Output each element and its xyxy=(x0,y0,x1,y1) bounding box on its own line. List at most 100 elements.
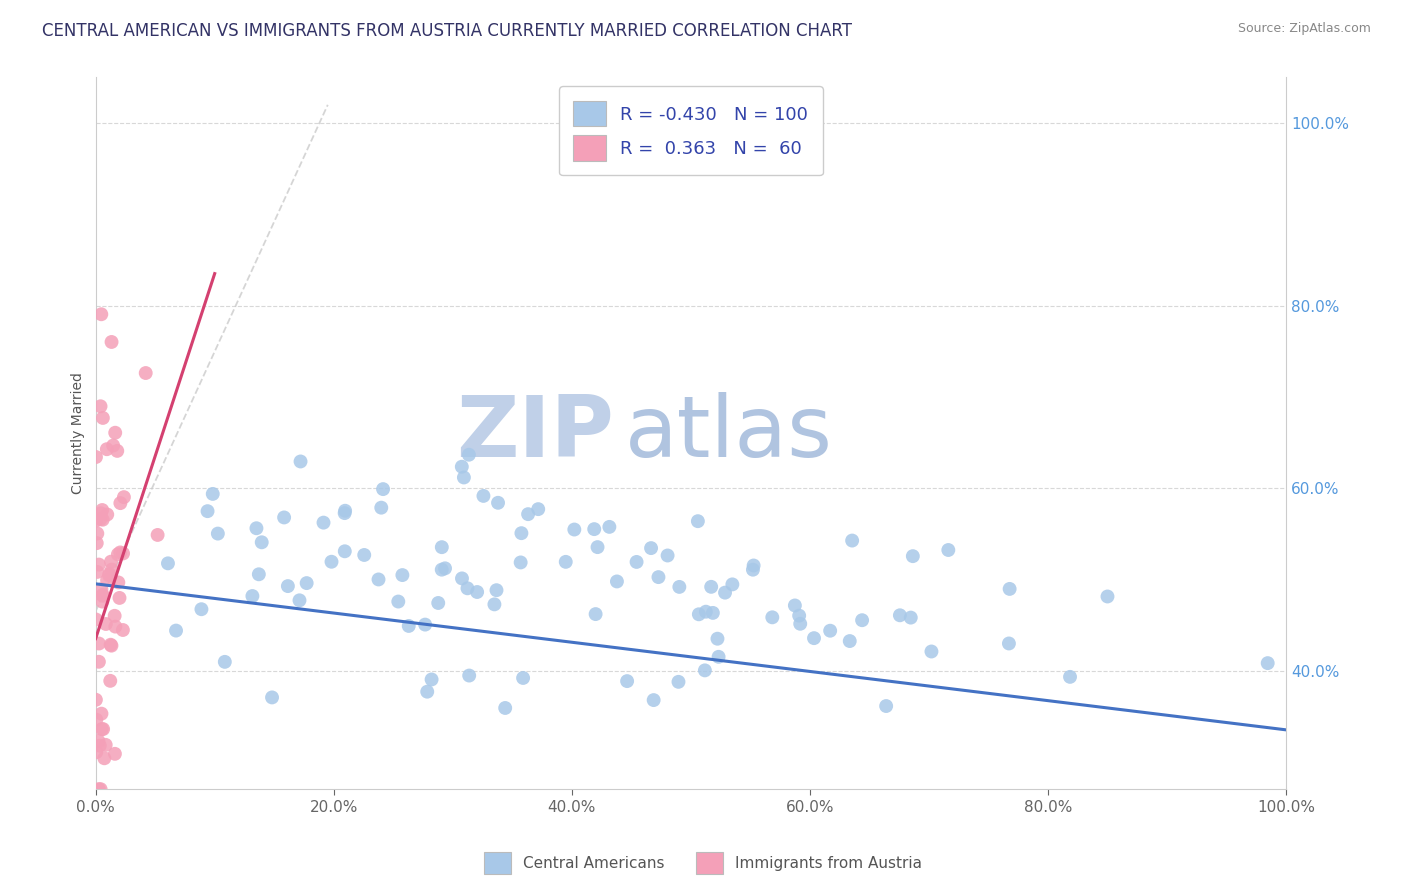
Point xyxy=(110,545,132,559)
Point xyxy=(626,555,648,569)
Text: CENTRAL AMERICAN VS IMMIGRANTS FROM AUSTRIA CURRENTLY MARRIED CORRELATION CHART: CENTRAL AMERICAN VS IMMIGRANTS FROM AUST… xyxy=(42,22,852,40)
Point xyxy=(485,583,508,598)
Point xyxy=(818,624,841,638)
Point xyxy=(700,580,723,594)
Point xyxy=(201,487,224,501)
Point xyxy=(434,561,457,575)
Point xyxy=(1097,590,1119,604)
Point xyxy=(93,751,115,765)
Point xyxy=(86,536,108,550)
Point xyxy=(413,617,436,632)
Point xyxy=(453,470,475,484)
Point xyxy=(789,616,811,631)
Point xyxy=(91,589,114,603)
Point xyxy=(84,612,107,626)
Text: atlas: atlas xyxy=(626,392,834,475)
Point xyxy=(112,490,135,504)
Point xyxy=(90,307,112,321)
Point xyxy=(333,504,356,518)
Point xyxy=(104,747,127,761)
Point xyxy=(165,624,187,638)
Point xyxy=(91,594,114,608)
Point xyxy=(110,496,132,510)
Point xyxy=(90,722,112,736)
Point xyxy=(100,555,122,569)
Point xyxy=(1257,656,1279,670)
Point xyxy=(96,573,118,587)
Point xyxy=(273,510,295,524)
Point xyxy=(838,634,860,648)
Point xyxy=(585,607,607,621)
Point xyxy=(695,605,717,619)
Point xyxy=(510,526,533,541)
Point xyxy=(107,547,129,561)
Point xyxy=(841,533,863,548)
Point xyxy=(721,577,744,591)
Point xyxy=(688,607,710,622)
Point xyxy=(91,722,114,736)
Point xyxy=(94,738,117,752)
Point xyxy=(398,619,420,633)
Point xyxy=(104,608,127,623)
Point xyxy=(100,639,122,653)
Point xyxy=(803,631,825,645)
Point xyxy=(86,745,108,759)
Point xyxy=(96,442,118,457)
Point xyxy=(420,673,443,687)
Point xyxy=(668,580,690,594)
Point xyxy=(90,399,112,413)
Point xyxy=(430,563,453,577)
Point xyxy=(321,555,343,569)
Point xyxy=(90,582,112,597)
Legend: Central Americans, Immigrants from Austria: Central Americans, Immigrants from Austr… xyxy=(478,846,928,880)
Point xyxy=(242,589,264,603)
Point xyxy=(87,558,110,572)
Point xyxy=(647,570,669,584)
Point xyxy=(86,565,108,579)
Point xyxy=(657,549,679,563)
Point xyxy=(190,602,212,616)
Point xyxy=(494,701,516,715)
Point xyxy=(706,632,728,646)
Point xyxy=(197,504,219,518)
Point xyxy=(430,540,453,554)
Y-axis label: Currently Married: Currently Married xyxy=(72,372,86,494)
Point xyxy=(90,706,112,721)
Point xyxy=(616,674,638,689)
Point xyxy=(91,411,114,425)
Point xyxy=(370,500,392,515)
Point xyxy=(247,567,270,582)
Point xyxy=(416,684,439,698)
Point xyxy=(290,454,312,468)
Point xyxy=(554,555,576,569)
Point xyxy=(742,563,765,577)
Point xyxy=(391,568,413,582)
Point xyxy=(84,713,107,727)
Point xyxy=(207,526,229,541)
Point xyxy=(107,575,129,590)
Point xyxy=(702,606,724,620)
Text: Source: ZipAtlas.com: Source: ZipAtlas.com xyxy=(1237,22,1371,36)
Point xyxy=(998,636,1021,650)
Point xyxy=(100,334,122,349)
Point xyxy=(91,503,114,517)
Point xyxy=(586,540,609,554)
Point xyxy=(84,692,107,706)
Point xyxy=(900,610,922,624)
Point xyxy=(87,636,110,650)
Point xyxy=(100,638,122,652)
Point xyxy=(761,610,783,624)
Point xyxy=(686,514,709,528)
Point xyxy=(333,506,356,520)
Point xyxy=(450,459,472,474)
Point xyxy=(146,528,169,542)
Point xyxy=(851,613,873,627)
Point xyxy=(427,596,450,610)
Point xyxy=(936,543,959,558)
Point xyxy=(91,588,114,602)
Legend: R = -0.430   N = 100, R =  0.363   N =  60: R = -0.430 N = 100, R = 0.363 N = 60 xyxy=(560,87,823,176)
Point xyxy=(465,585,488,599)
Point xyxy=(250,535,273,549)
Point xyxy=(509,556,531,570)
Point xyxy=(214,655,236,669)
